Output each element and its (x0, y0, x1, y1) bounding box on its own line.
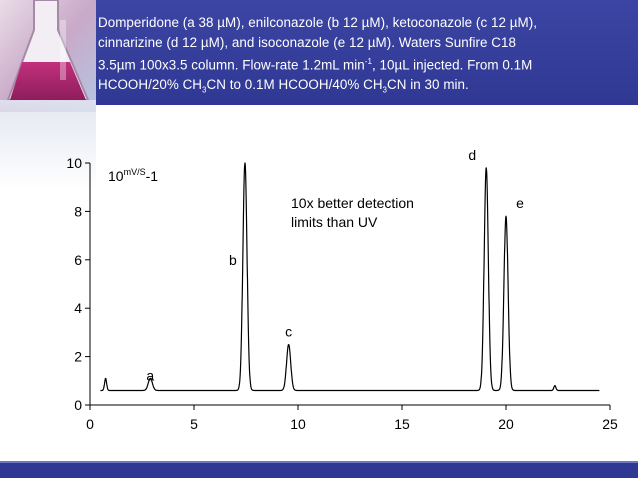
caption-line: HCOOH/20% CH3CN to 0.1M HCOOH/40% CH3CN … (98, 75, 628, 100)
caption-text: CN to 0.1M HCOOH/40% CH (206, 76, 383, 92)
caption-text: Domperidone (a 38 µM), enilconazole (b 1… (98, 15, 537, 30)
x-tick-label: 25 (602, 416, 618, 432)
unit-label-base: 10 (108, 168, 124, 184)
caption-text: 3.5µm 100x3.5 column. Flow-rate 1.2mL mi… (98, 57, 365, 73)
caption-text: , 10µL injected. From 0.1M (372, 57, 533, 73)
chart-axes (89, 163, 610, 406)
caption-line: Domperidone (a 38 µM), enilconazole (b 1… (98, 13, 628, 33)
x-tick-label: 10 (290, 416, 306, 432)
peak-label: e (516, 195, 524, 211)
y-tick-label: 2 (74, 349, 82, 365)
footer-bar (0, 463, 638, 478)
header-caption: Domperidone (a 38 µM), enilconazole (b 1… (98, 13, 628, 100)
peak-label: b (229, 252, 237, 268)
header-banner: Domperidone (a 38 µM), enilconazole (b 1… (0, 0, 638, 112)
caption-line: 3.5µm 100x3.5 column. Flow-rate 1.2mL mi… (98, 52, 628, 75)
axis-ticks: 0 5 10 15 20 25 0 2 4 6 8 10 (66, 155, 618, 432)
peak-label: a (146, 367, 154, 383)
x-tick-label: 0 (86, 416, 94, 432)
x-tick-label: 15 (394, 416, 410, 432)
caption-text: 3 (202, 85, 207, 95)
caption-text: cinnarizine (d 12 µM), and isoconazole (… (98, 34, 516, 50)
y-tick-label: 0 (74, 397, 82, 413)
y-tick-label: 10 (66, 155, 82, 171)
chart-labels: a b c d e 10mV/S-1 10x better detection limits … (108, 147, 524, 384)
caption-line: cinnarizine (d 12 µM), and isoconazole (… (98, 33, 628, 53)
unit-label-suffix: -1 (146, 168, 159, 184)
annotation-text: limits than UV (291, 214, 378, 230)
caption-text: CN in 30 min. (387, 76, 469, 92)
footer-divider (0, 461, 638, 463)
y-tick-label: 6 (74, 252, 82, 268)
peak-label: d (468, 147, 476, 163)
flask-reflection (0, 100, 96, 190)
x-tick-label: 20 (498, 416, 514, 432)
x-tick-label: 5 (190, 416, 198, 432)
peak-label: c (285, 324, 292, 340)
caption-text: 3 (382, 85, 388, 95)
y-tick-label: 8 (74, 203, 82, 219)
y-tick-label: 4 (74, 300, 82, 316)
unit-label: 10mV/S-1 (108, 167, 158, 184)
annotation-text: 10x better detection (291, 195, 414, 211)
caption-text: -1 (364, 57, 372, 66)
caption-text: HCOOH/20% CH (98, 76, 203, 92)
flask-image (0, 0, 96, 112)
unit-label-superscript: mV/S (124, 167, 146, 177)
chromatogram-trace (100, 162, 600, 392)
